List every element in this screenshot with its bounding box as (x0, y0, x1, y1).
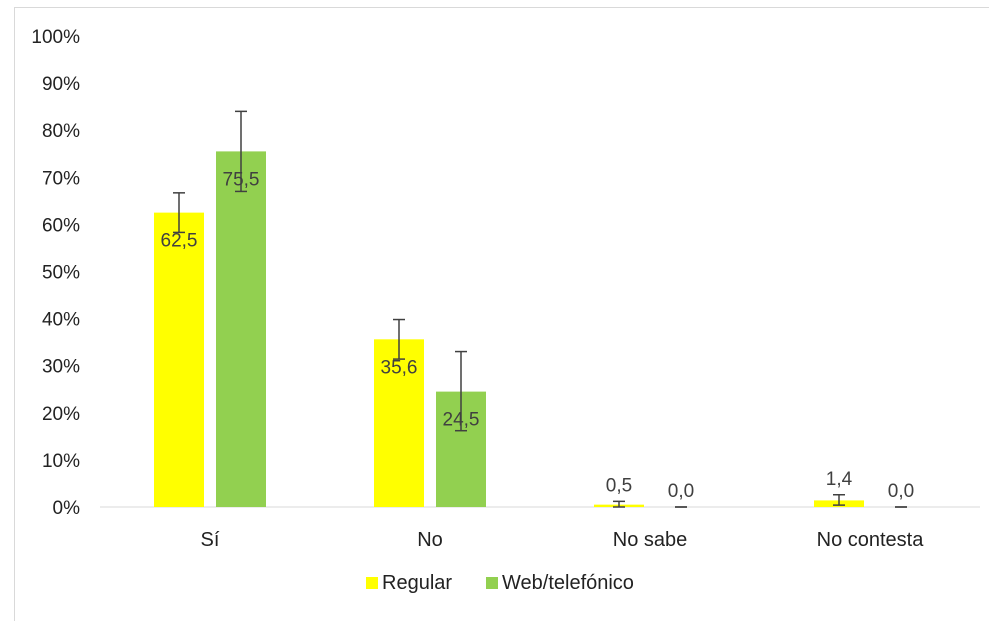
data-label: 0,0 (888, 481, 914, 502)
bar (374, 339, 424, 507)
bar (154, 212, 204, 507)
y-tick-label: 90% (42, 74, 80, 95)
data-label: 0,0 (668, 481, 694, 502)
data-label: 1,4 (826, 469, 853, 490)
x-category-label: Sí (201, 529, 220, 551)
y-tick-label: 30% (42, 357, 80, 378)
data-label: 75,5 (223, 169, 260, 190)
y-tick-label: 50% (42, 263, 80, 284)
y-tick-label: 80% (42, 121, 80, 142)
bar (216, 151, 266, 507)
y-tick-label: 20% (42, 404, 80, 425)
chart-frame (14, 7, 989, 621)
x-category-label: No sabe (613, 529, 688, 551)
x-category-label: No contesta (817, 529, 925, 551)
y-tick-label: 40% (42, 310, 80, 331)
y-tick-label: 60% (42, 215, 80, 236)
data-label: 24,5 (443, 410, 480, 431)
data-label: 35,6 (381, 357, 418, 378)
legend-label: Regular (382, 572, 452, 594)
y-tick-label: 10% (42, 451, 80, 472)
data-label: 0,5 (606, 475, 632, 496)
legend-swatch (366, 577, 378, 589)
y-tick-label: 0% (53, 498, 81, 519)
y-tick-label: 100% (31, 27, 80, 48)
legend-swatch (486, 577, 498, 589)
y-tick-label: 70% (42, 168, 80, 189)
x-category-label: No (417, 529, 443, 551)
legend-label: Web/telefónico (502, 572, 634, 594)
data-label: 62,5 (161, 231, 198, 252)
